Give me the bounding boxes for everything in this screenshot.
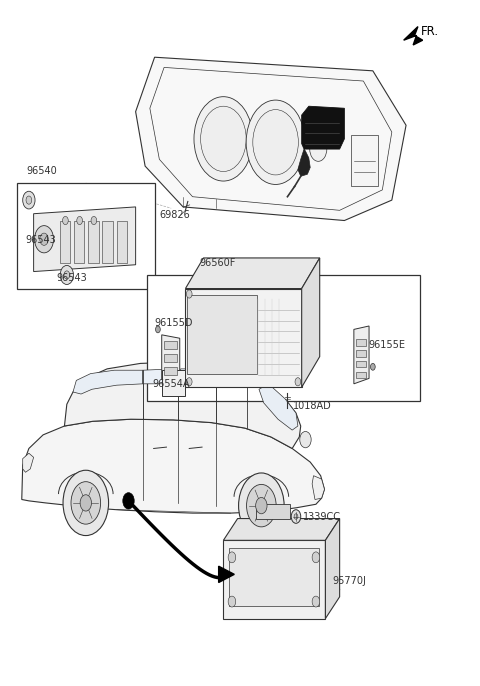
Circle shape	[312, 552, 320, 563]
Circle shape	[63, 470, 108, 536]
Polygon shape	[73, 370, 143, 394]
Bar	[164, 341, 177, 349]
Circle shape	[256, 497, 267, 514]
Circle shape	[371, 364, 375, 370]
Polygon shape	[219, 566, 234, 582]
Polygon shape	[404, 27, 423, 45]
Polygon shape	[301, 106, 344, 149]
Circle shape	[40, 233, 48, 246]
Bar	[117, 220, 127, 263]
Bar	[351, 135, 378, 187]
Polygon shape	[136, 57, 406, 220]
Bar	[356, 350, 366, 357]
Polygon shape	[259, 384, 298, 430]
Bar	[356, 361, 366, 368]
Bar	[187, 296, 257, 374]
Polygon shape	[180, 369, 216, 384]
Polygon shape	[150, 67, 392, 211]
Polygon shape	[23, 453, 34, 472]
Circle shape	[35, 226, 54, 253]
Polygon shape	[162, 335, 180, 385]
Text: 96554A: 96554A	[152, 379, 190, 389]
Polygon shape	[301, 258, 320, 387]
Bar	[102, 220, 113, 263]
Circle shape	[77, 217, 83, 224]
Bar	[164, 367, 177, 375]
Circle shape	[295, 378, 301, 386]
Circle shape	[291, 510, 301, 523]
Polygon shape	[298, 149, 310, 176]
Polygon shape	[354, 326, 369, 384]
Bar	[162, 370, 185, 396]
Text: 96543: 96543	[25, 235, 56, 245]
Polygon shape	[34, 207, 136, 272]
Circle shape	[156, 326, 160, 333]
Circle shape	[71, 482, 101, 524]
Circle shape	[194, 97, 253, 181]
Circle shape	[123, 493, 134, 509]
Text: 96560F: 96560F	[200, 258, 236, 268]
Circle shape	[60, 265, 73, 285]
Circle shape	[26, 196, 32, 204]
Polygon shape	[223, 519, 340, 541]
Circle shape	[300, 431, 311, 448]
Circle shape	[294, 514, 298, 519]
Polygon shape	[22, 419, 324, 513]
Circle shape	[228, 552, 236, 563]
Bar	[60, 220, 70, 263]
Circle shape	[80, 495, 92, 511]
Text: 1339CC: 1339CC	[303, 512, 341, 521]
Polygon shape	[143, 369, 179, 384]
Bar	[147, 275, 420, 401]
Circle shape	[228, 596, 236, 607]
Circle shape	[91, 217, 96, 224]
Polygon shape	[216, 369, 246, 387]
Circle shape	[64, 271, 70, 279]
Text: FR.: FR.	[421, 25, 439, 38]
Bar	[164, 354, 177, 362]
Polygon shape	[325, 519, 340, 619]
Polygon shape	[64, 362, 301, 449]
Circle shape	[246, 100, 305, 185]
Text: 95770J: 95770J	[333, 576, 366, 586]
Bar	[185, 289, 301, 387]
Bar	[88, 220, 98, 263]
Bar	[229, 549, 319, 606]
Circle shape	[201, 106, 246, 172]
Bar	[356, 339, 366, 346]
Circle shape	[186, 290, 192, 298]
Circle shape	[239, 473, 284, 539]
Circle shape	[312, 596, 320, 607]
Text: 96155D: 96155D	[155, 318, 193, 328]
Bar	[17, 183, 155, 289]
Circle shape	[62, 217, 68, 224]
Bar	[223, 541, 325, 619]
Bar	[74, 220, 84, 263]
Text: 1018AD: 1018AD	[293, 401, 332, 411]
Circle shape	[23, 191, 35, 209]
Text: 69826: 69826	[159, 210, 190, 220]
Circle shape	[247, 484, 276, 527]
Circle shape	[253, 110, 299, 175]
Text: 96155E: 96155E	[368, 340, 405, 350]
Circle shape	[186, 378, 192, 386]
Bar	[256, 504, 290, 519]
Circle shape	[310, 137, 327, 161]
Text: 96540: 96540	[26, 166, 57, 176]
Text: 96543: 96543	[56, 273, 87, 283]
Bar	[356, 372, 366, 379]
Polygon shape	[312, 475, 324, 499]
Polygon shape	[185, 258, 320, 289]
